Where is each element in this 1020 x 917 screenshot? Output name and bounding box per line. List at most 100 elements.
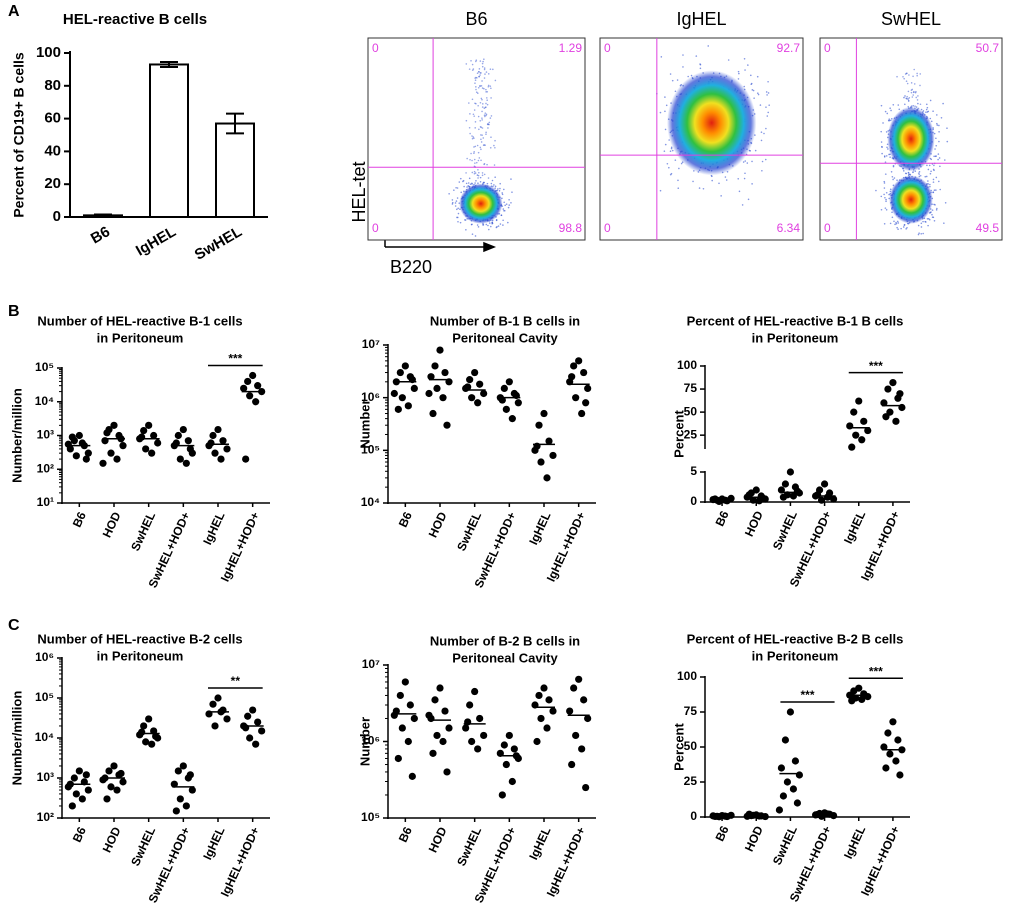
cell-dot [707, 45, 710, 47]
cell-dot [883, 187, 886, 189]
cell-dot [747, 64, 749, 66]
data-point [103, 795, 111, 803]
significance-label: ** [231, 674, 241, 688]
cell-dot [905, 228, 907, 230]
data-point [572, 394, 580, 402]
cell-dot [480, 134, 482, 136]
arrow-head [483, 241, 497, 253]
data-point [781, 736, 790, 744]
data-point [425, 711, 433, 719]
cell-dot [474, 145, 477, 148]
cell-dot [881, 146, 883, 148]
cell-dot [451, 203, 454, 205]
data-point [154, 439, 162, 447]
cell-dot [695, 55, 698, 57]
cell-dot [744, 160, 747, 162]
cell-dot [744, 69, 746, 71]
cell-dot [486, 99, 488, 102]
cell-dot [935, 176, 938, 179]
cell-dot [760, 131, 763, 133]
data-point [398, 724, 406, 732]
cell-dot [490, 115, 493, 117]
data-point [445, 724, 453, 732]
cell-dot [462, 180, 464, 183]
cell-density [656, 45, 770, 206]
data-point [817, 496, 826, 504]
data-point [145, 421, 153, 429]
cell-dot [756, 92, 759, 95]
cell-dot [664, 110, 666, 113]
cell-dot [884, 161, 887, 163]
cell-dot [477, 104, 479, 107]
y-tick-label: 10⁶ [361, 734, 380, 748]
cell-dot [678, 167, 680, 170]
cell-dot [481, 117, 483, 119]
cell-dot [931, 209, 934, 211]
cell-dot [468, 177, 471, 180]
y-tick-label: 10⁵ [361, 810, 380, 824]
cell-dot [917, 102, 919, 105]
chart-title: Number of B-2 B cells in [430, 633, 580, 648]
data-point [858, 695, 866, 704]
cell-dot [486, 182, 489, 185]
cell-dot [744, 172, 746, 175]
data-point [848, 697, 856, 705]
data-point [107, 783, 115, 791]
cell-dot [475, 60, 477, 63]
data-point [174, 767, 182, 775]
cell-dot [665, 104, 668, 107]
cell-dot [483, 114, 486, 116]
cell-dot [482, 137, 485, 139]
cell-dot [481, 62, 484, 65]
cell-dot [919, 84, 921, 87]
data-point [500, 384, 508, 392]
panel-label: C [8, 617, 20, 634]
cell-dot [908, 74, 910, 76]
data-point [431, 696, 439, 704]
cell-dot [743, 177, 746, 180]
cell-dot [471, 233, 474, 235]
data-point [582, 399, 590, 407]
cell-dot [476, 224, 479, 226]
cell-dot [477, 151, 480, 154]
data-point [570, 684, 578, 692]
cell-dot [682, 54, 684, 56]
x-tick-label: SwHEL [454, 510, 484, 553]
chart-title: in Peritoneum [752, 330, 839, 345]
cell-dot [738, 72, 740, 75]
cell-dot [698, 187, 701, 189]
data-point [176, 795, 184, 803]
cell-dot [909, 174, 912, 176]
cell-dot [925, 111, 927, 113]
cell-dot [457, 207, 459, 210]
y-axis-label: Percent [671, 409, 686, 457]
cell-dot [749, 150, 751, 152]
cell-dot [763, 132, 765, 135]
cell-dot [929, 117, 932, 120]
x-tick-label: HOD [426, 824, 450, 854]
data-point [502, 760, 510, 769]
data-point [466, 376, 474, 384]
cell-dot [915, 96, 918, 99]
cell-dot [455, 186, 457, 189]
cell-dot [929, 172, 932, 175]
y-tick-label: 80 [44, 77, 61, 94]
data-point [775, 806, 784, 814]
cell-dot [503, 209, 506, 212]
cell-dot [902, 226, 905, 228]
data-point [401, 678, 409, 686]
data-point [500, 741, 508, 749]
y-tick-label: 10² [37, 461, 54, 475]
x-tick-label: B6 [713, 823, 732, 843]
data-point [892, 757, 900, 765]
cell-dot [483, 67, 486, 69]
cell-dot [491, 222, 493, 225]
quadrant-value: 6.34 [777, 221, 801, 235]
cell-dot [500, 214, 503, 216]
data-point [182, 459, 190, 467]
data-point [892, 417, 900, 425]
cell-dot [937, 180, 940, 183]
cell-dot [930, 211, 932, 213]
data-point [439, 737, 447, 746]
error-bar [160, 61, 178, 68]
